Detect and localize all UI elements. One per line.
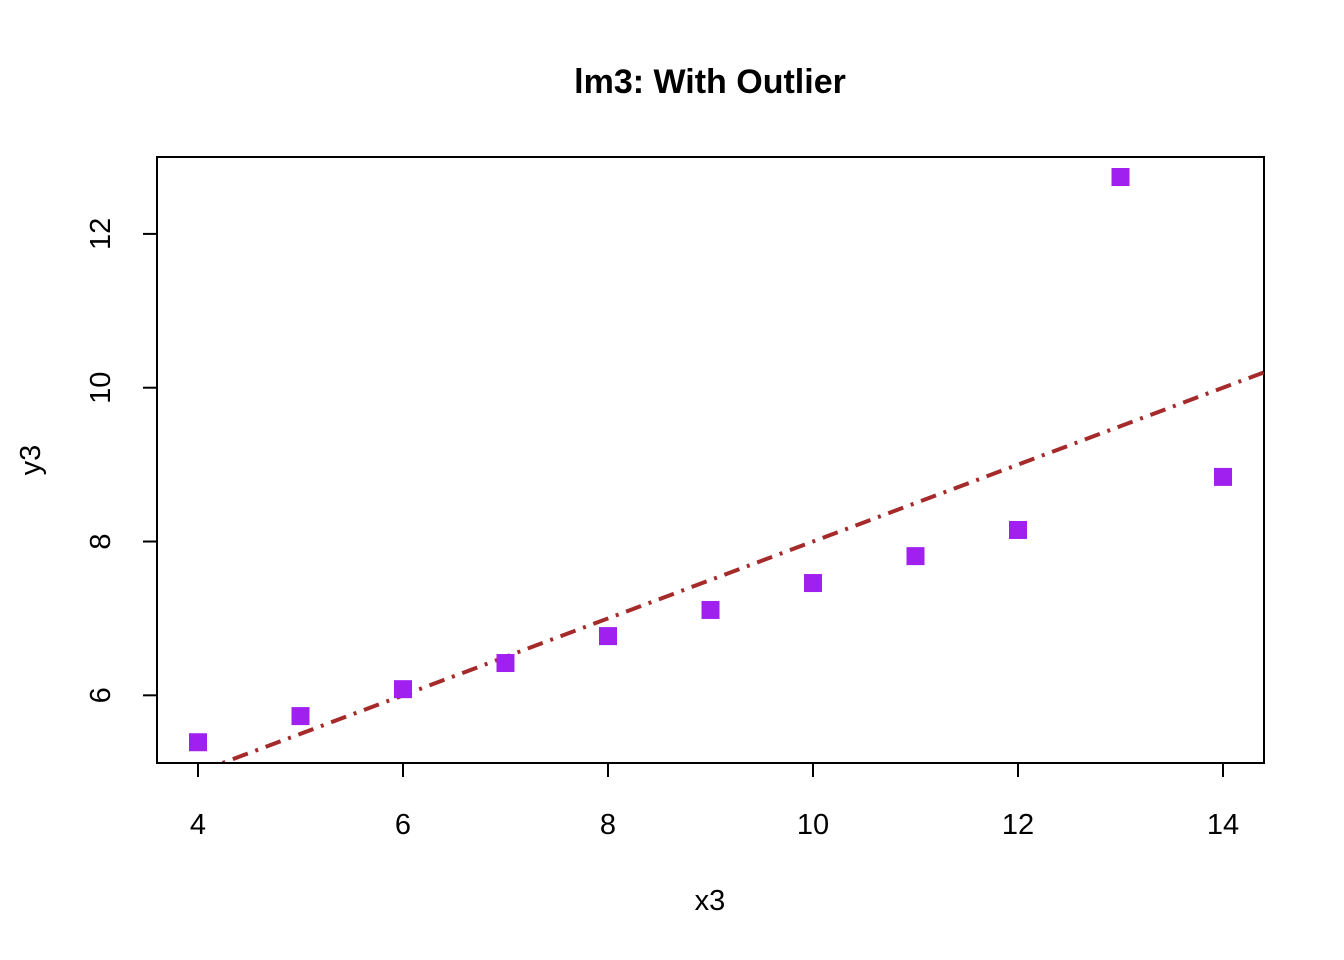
chart-title: lm3: With Outlier: [574, 63, 846, 101]
x-tick-label: 10: [797, 809, 829, 841]
data-points-layer: [189, 167, 1232, 752]
x-tick-label: 8: [600, 809, 616, 841]
data-point: [1009, 520, 1027, 539]
y-tick-label: 12: [85, 218, 117, 250]
x-tick-label: 14: [1207, 809, 1239, 841]
x-tick-label: 4: [190, 809, 206, 841]
data-point: [599, 627, 617, 646]
data-point: [1111, 167, 1130, 186]
data-point: [496, 654, 515, 673]
data-point: [906, 547, 925, 566]
x-axis: 4 6 8 10 12 14: [190, 762, 1239, 841]
y-axis: 6 8 10 12: [85, 218, 158, 703]
x-tick-label: 6: [395, 809, 411, 841]
y-tick-label: 10: [85, 372, 117, 404]
data-point: [394, 680, 412, 699]
x-tick-label: 12: [1002, 809, 1034, 841]
data-point: [804, 574, 822, 593]
x-axis-label: x3: [695, 885, 726, 917]
data-point: [189, 733, 207, 752]
y-tick-label: 8: [85, 533, 117, 549]
regression-line: [216, 370, 1264, 763]
data-point: [1214, 467, 1232, 486]
data-point: [291, 707, 310, 726]
y-tick-label: 6: [85, 687, 117, 703]
data-point: [701, 600, 720, 619]
regression-line-layer: [216, 370, 1264, 763]
plot-frame: [156, 156, 1265, 764]
y-axis-label: y3: [15, 445, 47, 476]
